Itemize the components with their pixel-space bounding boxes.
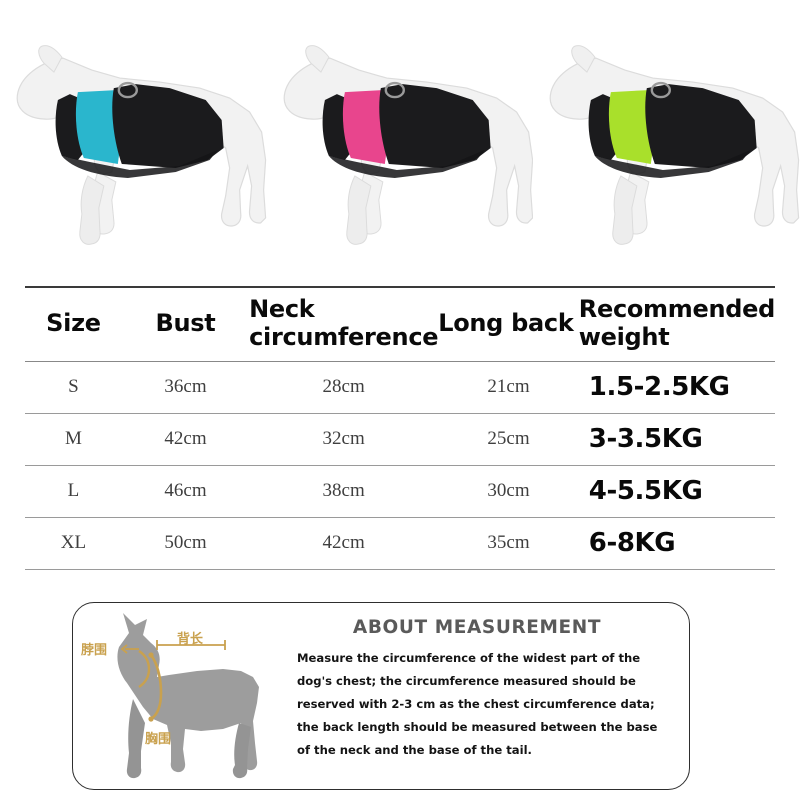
cell-bust: 42cm <box>121 413 250 466</box>
cell-size: S <box>25 361 122 414</box>
dog-vest-green-illustration <box>549 45 800 245</box>
column-header-weight: Recommended weight <box>578 285 775 362</box>
dog-vest-pink-illustration <box>283 45 533 245</box>
cell-neck: 42cm <box>249 517 439 570</box>
table-row: S 36cm 28cm 21cm 1.5-2.5KG <box>25 361 775 414</box>
column-header-neck: Neck circumference <box>249 285 439 362</box>
about-measurement-body: Measure the circumference of the widest … <box>297 647 673 762</box>
cell-back: 21cm <box>438 361 579 414</box>
vest-garment <box>588 81 757 178</box>
cell-size: M <box>25 413 122 466</box>
cell-weight: 4-5.5KG <box>578 465 775 518</box>
cell-back: 25cm <box>438 413 579 466</box>
table-row: L 46cm 38cm 30cm 4-5.5KG <box>25 465 775 518</box>
cell-weight: 3-3.5KG <box>578 413 775 466</box>
label-neck-circumference: 脖围 <box>81 642 107 658</box>
label-chest-circumference: 胸围 <box>145 731 171 747</box>
cell-weight: 6-8KG <box>578 517 775 570</box>
measurement-annotations <box>120 640 226 722</box>
dog-vest-cyan-illustration <box>16 45 267 245</box>
cell-back: 30cm <box>438 465 579 518</box>
body-line: reserved with 2-3 cm as the chest circum… <box>297 696 655 711</box>
about-measurement-title: ABOUT MEASUREMENT <box>352 617 602 638</box>
cell-bust: 36cm <box>121 361 250 414</box>
dog-silhouette <box>117 613 259 779</box>
dog-silhouette-diagram: 脖围 背长 胸围 <box>81 613 259 779</box>
cell-neck: 38cm <box>249 465 439 518</box>
cell-back: 35cm <box>438 517 579 570</box>
d-ring-icon <box>384 81 405 99</box>
column-header-bust: Bust <box>121 285 250 362</box>
cell-bust: 50cm <box>121 517 250 570</box>
body-line: the back length should be measured betwe… <box>297 719 658 734</box>
product-photo-green <box>533 0 800 282</box>
cell-size: L <box>25 465 122 518</box>
body-line: of the neck and the base of the tail. <box>297 742 532 757</box>
column-header-size: Size <box>25 285 122 362</box>
body-line: Measure the circumference of the widest … <box>297 651 641 665</box>
label-back-length: 背长 <box>177 631 204 647</box>
vest-garment <box>55 81 224 178</box>
table-row: M 42cm 32cm 25cm 3-3.5KG <box>25 413 775 466</box>
size-chart-table: Size Bust Neck circumference Long back R… <box>25 285 775 570</box>
d-ring-icon <box>117 81 138 99</box>
product-photo-strip <box>0 0 800 282</box>
table-header-row: Size Bust Neck circumference Long back R… <box>25 285 775 362</box>
table-row: XL 50cm 42cm 35cm 6-8KG <box>25 517 775 570</box>
column-header-back: Long back <box>438 285 579 362</box>
dog-measurement-diagram: 脖围 背长 胸围 <box>73 603 291 789</box>
body-line: dog's chest; the circumference measured … <box>297 673 636 688</box>
cell-size: XL <box>25 517 122 570</box>
about-measurement-panel: 脖围 背长 胸围 ABOUT MEASUREMENT Measure the c… <box>72 602 690 790</box>
d-ring-icon <box>650 81 672 99</box>
product-photo-cyan <box>0 0 267 282</box>
measurement-text-block: ABOUT MEASUREMENT Measure the circumfere… <box>291 603 689 789</box>
vest-garment <box>322 81 491 178</box>
cell-neck: 28cm <box>249 361 439 414</box>
product-photo-pink <box>267 0 534 282</box>
cell-neck: 32cm <box>249 413 439 466</box>
diagram-labels: 脖围 背长 胸围 <box>81 631 204 747</box>
cell-weight: 1.5-2.5KG <box>578 361 775 414</box>
cell-bust: 46cm <box>121 465 250 518</box>
